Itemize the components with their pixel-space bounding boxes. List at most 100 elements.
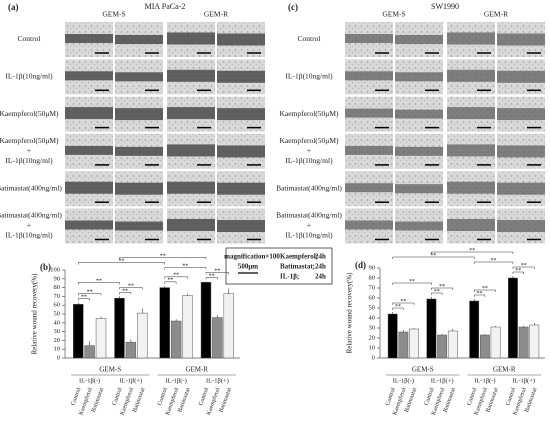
treatment: Batimastat; bbox=[280, 263, 315, 271]
panel-label: (a) bbox=[8, 2, 19, 12]
x-tick-label: Control bbox=[157, 387, 169, 407]
y-tick-label: 100 bbox=[50, 266, 60, 273]
wound-gap bbox=[395, 146, 443, 156]
row-label: + bbox=[307, 146, 311, 155]
row-label: Batimastat(400ng/ml) bbox=[276, 183, 342, 192]
duration: 24h bbox=[315, 263, 326, 271]
significance-label: ** bbox=[209, 273, 215, 279]
group-label: IL-1β(-) bbox=[393, 377, 414, 384]
scale-box: magnification×100 500μm Kaempferol; 24h … bbox=[224, 247, 333, 285]
wound-gap bbox=[217, 145, 265, 158]
wound-gap bbox=[447, 32, 495, 45]
row-label: IL-1β(10ng/ml) bbox=[5, 156, 53, 165]
significance-bracket bbox=[164, 281, 177, 284]
bar bbox=[170, 320, 182, 359]
significance-label: ** bbox=[128, 283, 134, 289]
significance-bracket bbox=[77, 282, 120, 285]
y-tick-label: 0 bbox=[372, 354, 375, 361]
significance-label: ** bbox=[122, 288, 128, 294]
row-label: Kaempferol(50μM) bbox=[0, 136, 59, 145]
significance-label: ** bbox=[469, 248, 475, 254]
significance-label: ** bbox=[87, 289, 93, 295]
significance-bracket bbox=[205, 277, 218, 280]
significance-label: ** bbox=[214, 268, 220, 274]
significance-bracket bbox=[392, 282, 432, 285]
wound-gap bbox=[65, 145, 113, 155]
y-tick-label: 60 bbox=[369, 294, 376, 301]
wound-gap bbox=[167, 107, 215, 120]
wound-gap bbox=[217, 70, 265, 83]
significance-bracket bbox=[431, 292, 443, 295]
significance-label: ** bbox=[515, 268, 521, 274]
y-tick-label: 70 bbox=[54, 293, 61, 300]
column-header: GEM-R bbox=[204, 10, 228, 19]
bar bbox=[518, 326, 529, 359]
row-label: + bbox=[27, 146, 31, 155]
row-label: Control bbox=[298, 34, 321, 43]
supergroup-label: GEM-R bbox=[185, 366, 208, 374]
significance-bracket bbox=[431, 251, 514, 254]
significance-label: ** bbox=[160, 253, 166, 259]
bar bbox=[469, 300, 480, 359]
wound-gap bbox=[167, 181, 215, 194]
significance-bracket bbox=[392, 302, 415, 305]
wound-gap bbox=[345, 183, 393, 193]
y-tick-label: 0 bbox=[57, 354, 60, 361]
significance-label: ** bbox=[167, 278, 173, 284]
row-label: + bbox=[307, 221, 311, 230]
wound-gap bbox=[167, 69, 215, 82]
wound-gap bbox=[447, 107, 495, 120]
y-tick-label: 40 bbox=[54, 319, 61, 326]
row-label: IL-1β(10ng/ml) bbox=[5, 231, 53, 240]
significance-label: ** bbox=[439, 284, 445, 290]
panel-title: MIA PaCa-2 bbox=[145, 2, 186, 11]
wound-gap bbox=[497, 108, 545, 121]
bar bbox=[223, 293, 234, 359]
wound-gap bbox=[345, 145, 393, 155]
bar bbox=[125, 341, 137, 359]
significance-bracket bbox=[164, 267, 207, 270]
significance-bracket bbox=[392, 256, 475, 259]
magnification: magnification×100 bbox=[224, 253, 280, 261]
wound-gap bbox=[217, 33, 265, 46]
wound-gap bbox=[345, 71, 393, 81]
x-tick-label: Control bbox=[112, 387, 124, 407]
supergroup-label: GEM-S bbox=[99, 366, 121, 374]
significance-label: ** bbox=[409, 279, 415, 285]
row-label: Kaempferol(50μM) bbox=[279, 109, 339, 118]
y-axis-title: Relative wound recovery(%) bbox=[346, 272, 354, 354]
significance-bracket bbox=[473, 289, 496, 292]
wound-gap bbox=[447, 69, 495, 82]
bar bbox=[137, 312, 148, 359]
wound-gap bbox=[497, 145, 545, 158]
group-label: IL-1β(+) bbox=[512, 377, 535, 384]
significance-bracket bbox=[77, 262, 165, 265]
significance-label: ** bbox=[434, 289, 440, 295]
treatment: Kaempferol; bbox=[280, 253, 318, 261]
x-tick-label: Control bbox=[198, 387, 210, 407]
panel-label: (d) bbox=[355, 260, 366, 270]
bar bbox=[479, 334, 490, 359]
significance-label: ** bbox=[118, 258, 124, 264]
y-tick-label: 40 bbox=[369, 314, 376, 321]
bar bbox=[426, 298, 437, 359]
wound-gap bbox=[115, 146, 163, 156]
significance-bracket bbox=[392, 307, 404, 310]
y-tick-label: 30 bbox=[54, 328, 61, 335]
group-label: IL-1β(+) bbox=[431, 377, 454, 384]
y-tick-label: 60 bbox=[54, 302, 61, 309]
y-tick-label: 20 bbox=[54, 337, 61, 344]
bar bbox=[84, 345, 95, 359]
bar bbox=[447, 330, 458, 359]
row-label: Batimastat(400ng/ml) bbox=[276, 211, 342, 220]
wound-gap bbox=[65, 220, 113, 230]
wound-gap bbox=[395, 72, 443, 82]
wound-gap bbox=[497, 182, 545, 195]
wound-gap bbox=[115, 72, 163, 82]
row-label: IL-1β(10ng/ml) bbox=[285, 231, 333, 240]
wound-gap bbox=[167, 144, 215, 157]
wound-gap bbox=[345, 34, 393, 43]
row-label: IL-1β(10ng/ml) bbox=[5, 72, 53, 81]
